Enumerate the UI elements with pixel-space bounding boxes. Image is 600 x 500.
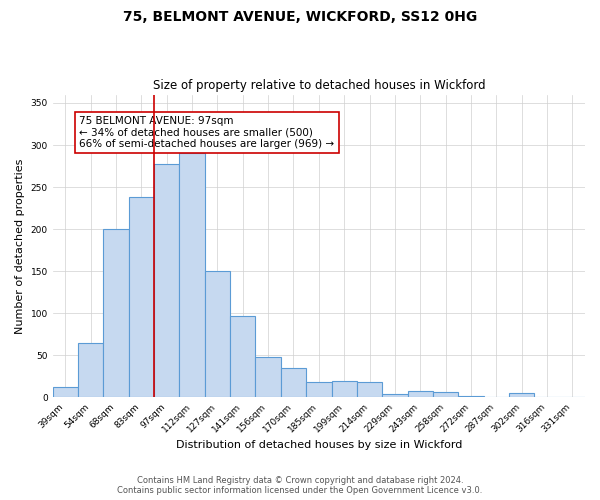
Bar	[407, 391, 433, 398]
Bar	[382, 394, 407, 398]
X-axis label: Distribution of detached houses by size in Wickford: Distribution of detached houses by size …	[176, 440, 462, 450]
Text: 75, BELMONT AVENUE, WICKFORD, SS12 0HG: 75, BELMONT AVENUE, WICKFORD, SS12 0HG	[123, 10, 477, 24]
Bar	[205, 272, 230, 398]
Bar	[256, 357, 281, 398]
Bar	[458, 396, 484, 398]
Bar	[179, 154, 205, 398]
Y-axis label: Number of detached properties: Number of detached properties	[15, 158, 25, 334]
Bar	[78, 343, 103, 398]
Bar	[509, 394, 535, 398]
Title: Size of property relative to detached houses in Wickford: Size of property relative to detached ho…	[152, 79, 485, 92]
Bar	[129, 197, 154, 398]
Bar	[281, 368, 306, 398]
Bar	[154, 164, 179, 398]
Bar	[332, 380, 357, 398]
Bar	[103, 229, 129, 398]
Bar	[306, 382, 332, 398]
Text: 75 BELMONT AVENUE: 97sqm
← 34% of detached houses are smaller (500)
66% of semi-: 75 BELMONT AVENUE: 97sqm ← 34% of detach…	[79, 116, 334, 149]
Bar	[53, 386, 78, 398]
Text: Contains HM Land Registry data © Crown copyright and database right 2024.
Contai: Contains HM Land Registry data © Crown c…	[118, 476, 482, 495]
Bar	[230, 316, 256, 398]
Bar	[357, 382, 382, 398]
Bar	[433, 392, 458, 398]
